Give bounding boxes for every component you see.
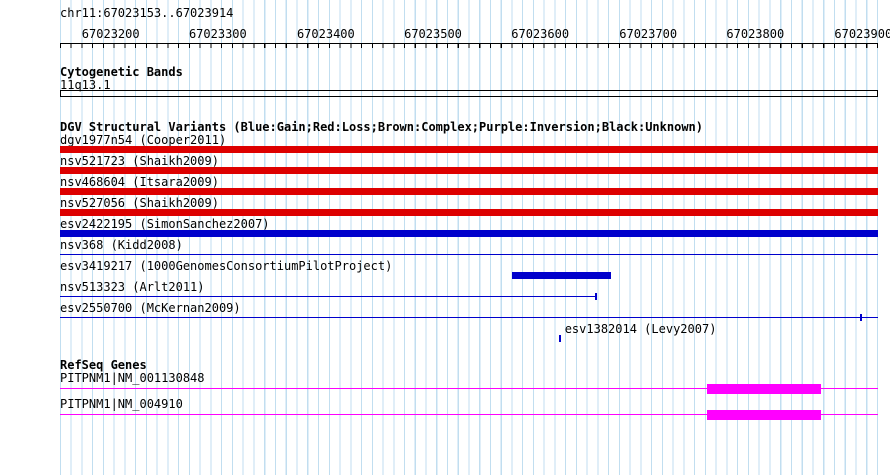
- variant-bar[interactable]: [60, 209, 878, 216]
- variant-end-tick[interactable]: [860, 314, 862, 321]
- cytoband-label: 11q13.1: [60, 78, 111, 92]
- variant-label: nsv513323 (Arlt2011): [60, 280, 205, 294]
- gene-exon-box[interactable]: [707, 410, 821, 420]
- variant-row: nsv368 (Kidd2008): [60, 239, 878, 260]
- gene-exon-box[interactable]: [707, 384, 821, 394]
- ruler-tick-label: 67023300: [188, 27, 247, 41]
- ruler-tick-label: 67023200: [81, 27, 140, 41]
- variant-bar[interactable]: [60, 146, 878, 153]
- variant-label: nsv527056 (Shaikh2009): [60, 196, 219, 210]
- variant-label: esv2422195 (SimonSanchez2007): [60, 217, 270, 231]
- gene-row: PITPNM1|NM_001130848: [60, 372, 878, 398]
- refseq-section-title: RefSeq Genes: [60, 358, 147, 372]
- variant-row: nsv521723 (Shaikh2009): [60, 155, 878, 176]
- refseq-gene-track: PITPNM1|NM_001130848 PITPNM1|NM_004910: [60, 372, 878, 424]
- variant-bar[interactable]: [512, 272, 611, 279]
- grid-background: [60, 0, 878, 475]
- variant-row: esv2550700 (McKernan2009): [60, 302, 878, 323]
- variant-label: nsv468604 (Itsara2009): [60, 175, 219, 189]
- ruler-tick-label: 67023600: [511, 27, 570, 41]
- variant-label: nsv368 (Kidd2008): [60, 238, 183, 252]
- variant-line[interactable]: [60, 317, 878, 318]
- variant-row: esv3419217 (1000GenomesConsortiumPilotPr…: [60, 260, 878, 281]
- variant-end-tick[interactable]: [594, 293, 597, 300]
- ruler-tick-label: 67023400: [296, 27, 355, 41]
- variant-label: esv3419217 (1000GenomesConsortiumPilotPr…: [60, 259, 393, 273]
- variant-point-tick[interactable]: [558, 335, 561, 342]
- cytoband-glyph[interactable]: [60, 90, 878, 97]
- variant-label: nsv521723 (Shaikh2009): [60, 154, 219, 168]
- gene-intron-line[interactable]: [60, 388, 878, 389]
- variant-row: dgv1977n54 (Cooper2011): [60, 134, 878, 155]
- variant-row: nsv513323 (Arlt2011): [60, 281, 878, 302]
- ruler-tick-label: 67023500: [404, 27, 462, 41]
- variant-row: nsv468604 (Itsara2009): [60, 176, 878, 197]
- ruler-tick-label: 67023700: [619, 27, 678, 41]
- variant-line[interactable]: [60, 254, 878, 255]
- cytobands-section-title: Cytogenetic Bands: [60, 65, 183, 79]
- variant-bar[interactable]: [60, 230, 878, 237]
- variant-label: esv2550700 (McKernan2009): [60, 301, 241, 315]
- variant-row: esv1382014 (Levy2007): [60, 323, 878, 344]
- variant-label: esv1382014 (Levy2007): [564, 322, 717, 336]
- ruler-tick-label: 67023900: [834, 27, 890, 41]
- gene-label: PITPNM1|NM_001130848: [60, 371, 205, 385]
- gene-label: PITPNM1|NM_004910: [60, 397, 183, 411]
- variant-row: nsv527056 (Shaikh2009): [60, 197, 878, 218]
- dgv-variant-track: dgv1977n54 (Cooper2011) nsv521723 (Shaikh…: [60, 134, 878, 344]
- ruler-tick-marks: [60, 44, 878, 48]
- region-label: chr11:67023153..67023914: [60, 6, 234, 20]
- variant-bar[interactable]: [60, 188, 878, 195]
- variant-row: esv2422195 (SimonSanchez2007): [60, 218, 878, 239]
- ruler-tick-label: 67023800: [726, 27, 785, 41]
- gene-intron-line[interactable]: [60, 414, 878, 415]
- ruler-axis-line: [60, 43, 878, 44]
- variant-label: dgv1977n54 (Cooper2011): [60, 133, 227, 147]
- coordinate-ruler: 67023200 67023300 67023400 67023500 67023600…: [60, 27, 890, 41]
- dgv-section-title: DGV Structural Variants (Blue:Gain;Red:L…: [60, 120, 703, 134]
- gene-row: PITPNM1|NM_004910: [60, 398, 878, 424]
- variant-bar[interactable]: [60, 167, 878, 174]
- variant-line[interactable]: [60, 296, 595, 297]
